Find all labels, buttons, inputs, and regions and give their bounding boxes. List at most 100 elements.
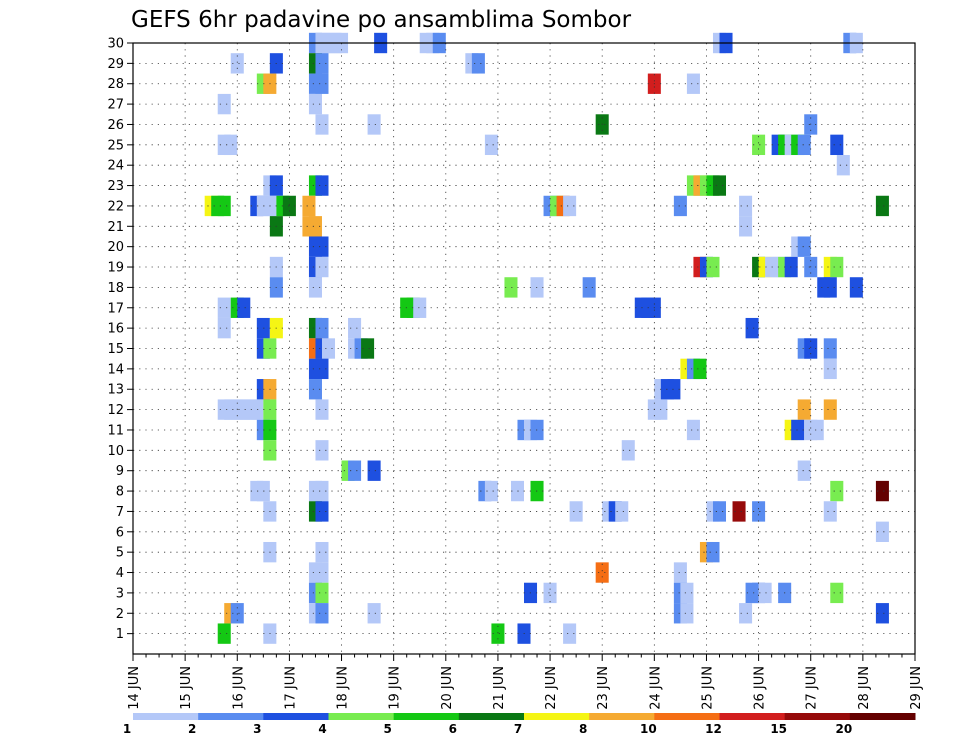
chart-title: GEFS 6hr padavine po ansamblima Sombor [131,7,632,33]
y-tick-label: 1 [116,627,124,642]
colorbar-label: 5 [383,722,391,736]
y-tick-label: 29 [107,57,124,72]
colorbar-swatch [393,713,460,720]
precip-cell [367,460,381,481]
precip-cell [224,134,238,156]
y-tick-label: 28 [107,77,124,92]
precip-cell [875,521,889,542]
precip-cell [315,53,329,74]
precip-cell [667,379,681,400]
precip-cell [315,114,329,135]
x-axis: 14 JUN 15 JUN 16 JUN 17 JUN 18 JUN 19 JUN 20 J… [127,654,924,710]
precip-cell [230,53,244,74]
precip-cell [308,93,322,115]
precip-cell [712,175,727,196]
y-axis: 1234567891011121314151617181920212223242… [107,37,133,642]
precip-cell [693,358,707,380]
x-tick-label: 15 JUN [179,666,194,710]
precip-cell [830,480,844,502]
precip-cell [804,338,818,359]
colorbar-label: 12 [705,722,722,736]
precip-cell [830,134,844,156]
precip-cell [706,541,720,563]
precip-cell [758,582,772,604]
precip-cell [823,277,837,298]
x-tick-label: 29 JUN [909,666,924,710]
precip-cell [797,236,811,257]
precip-cell [621,440,635,461]
colorbar-label: 8 [579,722,587,736]
x-tick-label: 20 JUN [440,666,455,710]
colorbar-label: 3 [253,722,261,736]
precip-cell [315,582,329,604]
precip-cell [563,623,577,644]
precip-cell [315,256,329,278]
y-tick-label: 16 [107,322,124,337]
precip-cell [582,277,596,298]
x-tick-label: 28 JUN [857,666,872,710]
precip-cell [797,399,811,420]
precip-cell [823,358,837,380]
precip-cell [686,419,700,441]
precip-cell [673,195,687,217]
precip-cell [797,134,811,156]
x-tick-label: 18 JUN [336,666,351,710]
y-tick-label: 7 [116,505,124,520]
x-tick-label: 16 JUN [231,666,246,710]
precip-cell [315,501,329,522]
precip-cell [797,460,811,481]
precip-cell [823,338,837,359]
precip-cell [308,216,322,237]
precip-cell [823,399,837,420]
precip-cell [308,379,322,400]
precip-cell [315,236,329,257]
y-tick-label: 5 [116,546,124,561]
precip-cell [836,155,850,176]
precip-cell [361,338,375,359]
x-tick-label: 25 JUN [700,666,715,710]
precip-cell [250,399,264,420]
y-tick-label: 4 [116,566,124,581]
precip-cell [217,93,231,115]
precip-cell [830,582,844,604]
precip-cell [321,338,336,359]
y-tick-label: 9 [116,464,124,479]
y-tick-label: 19 [107,261,124,276]
precip-cell [491,623,505,644]
precip-cell [849,277,863,298]
precip-cell [237,297,251,318]
x-tick-label: 22 JUN [544,666,559,710]
colorbar-label: 15 [770,722,787,736]
colorbar-swatch [328,713,395,720]
precip-cell [810,419,824,441]
precip-cell [706,256,720,278]
precip-cell [367,114,381,135]
precip-cell [315,603,329,624]
colorbar-swatch [849,713,916,720]
colorbar-label: 1 [123,722,131,736]
precip-cell [680,603,694,624]
precip-cell [875,480,889,502]
y-tick-label: 3 [116,586,124,601]
y-tick-label: 2 [116,607,124,622]
y-tick-label: 27 [107,98,124,113]
precip-cell [230,603,244,624]
precip-cell [875,603,889,624]
colorbar-label: 2 [188,722,196,736]
precip-cell [308,277,322,298]
precip-cell [686,73,700,94]
precip-cell [752,134,766,156]
y-tick-label: 23 [107,179,124,194]
colorbar: 1 2 3 4 5 6 7 8 10 12 15 20 [123,713,916,736]
x-tick-label: 19 JUN [388,666,403,710]
colorbar-swatch [198,713,264,720]
precip-cell [367,603,381,624]
precip-cell [673,562,687,583]
precip-cell [830,256,844,278]
precip-cell [315,440,329,461]
y-tick-label: 26 [107,118,124,133]
precip-cell [823,501,837,522]
y-tick-label: 11 [107,423,124,438]
precip-cell [732,501,746,522]
